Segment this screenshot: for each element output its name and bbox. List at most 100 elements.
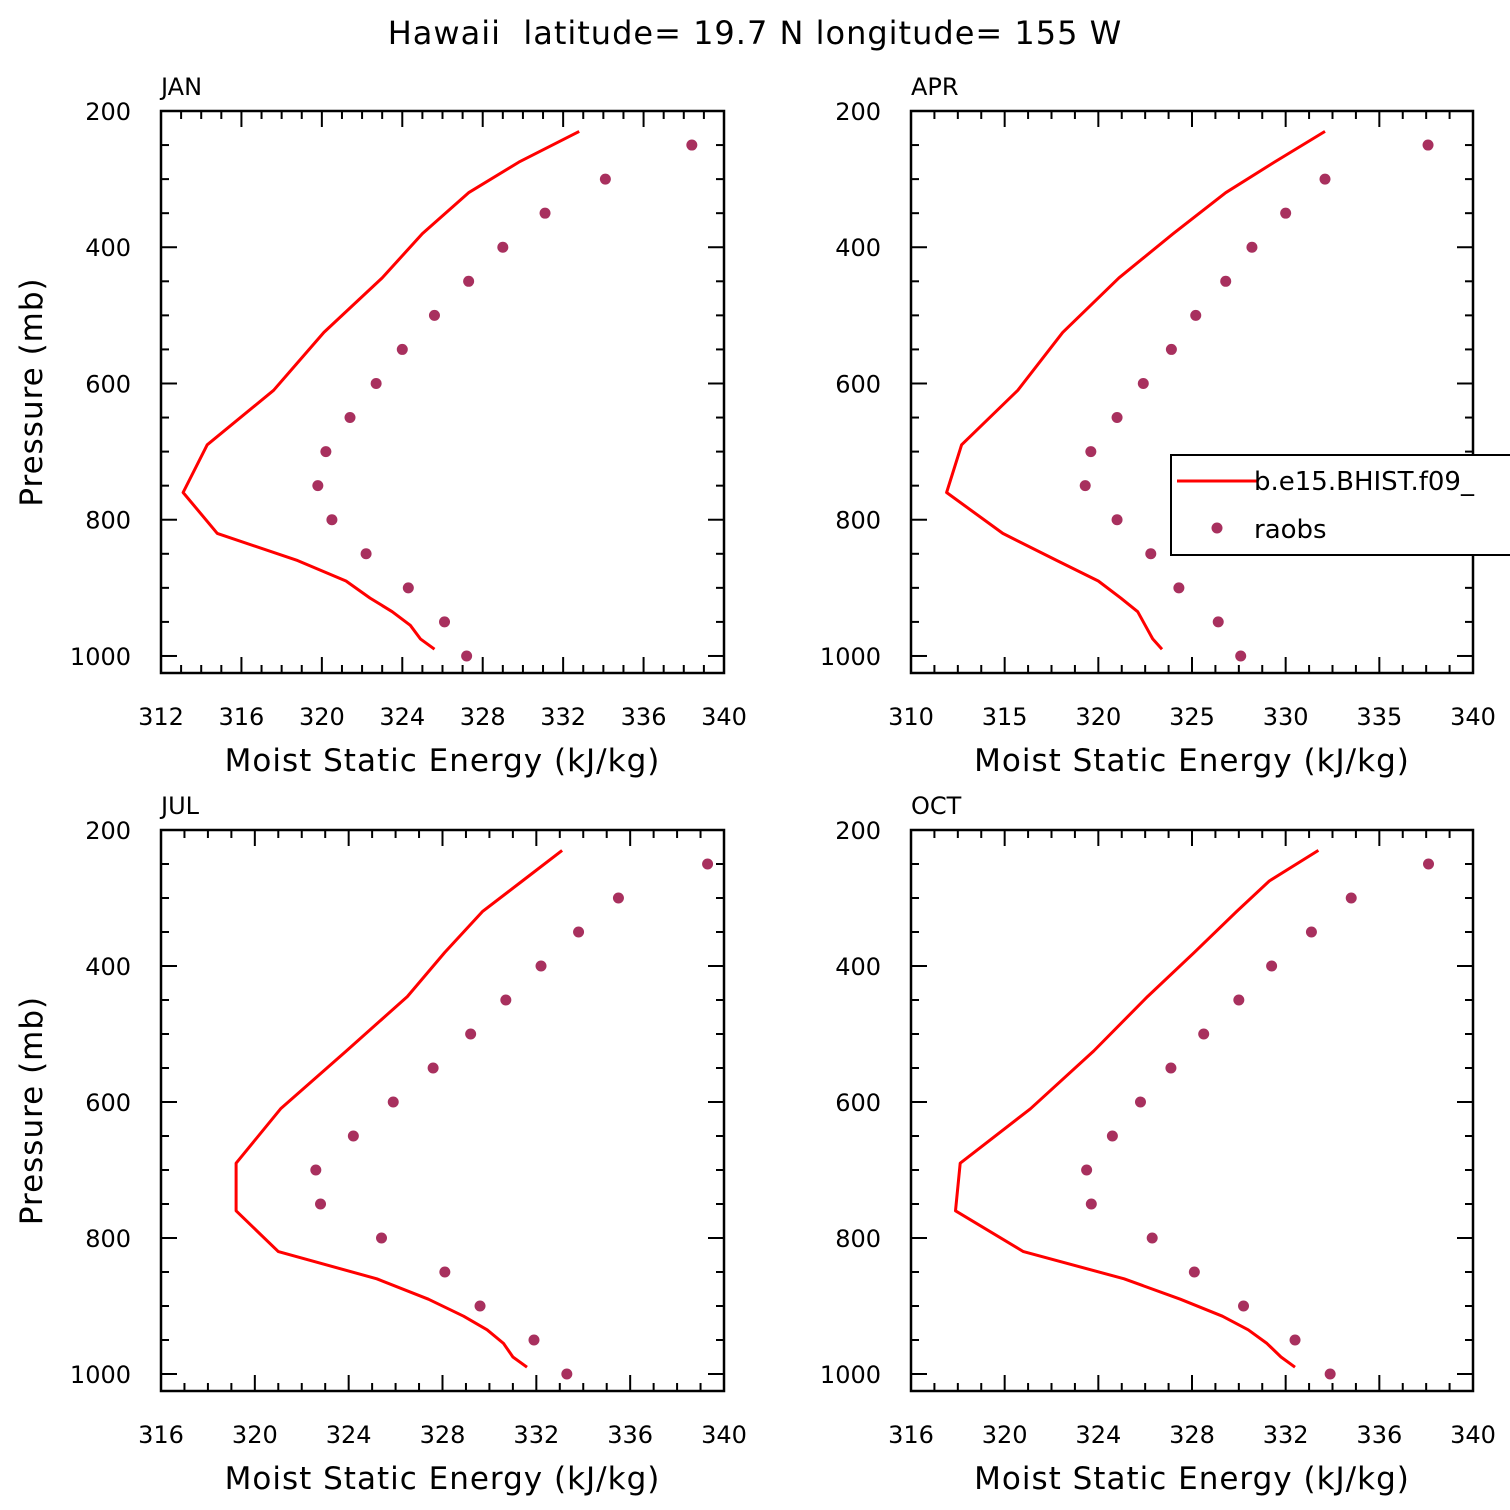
y-tick-label: 200: [85, 817, 131, 845]
raobs-point: [1079, 480, 1091, 492]
raobs-point: [1319, 173, 1331, 185]
raobs-point: [347, 1130, 359, 1142]
raobs-point: [326, 514, 338, 526]
raobs-point: [312, 480, 324, 492]
raobs-point: [1289, 1334, 1301, 1346]
y-tick-label: 400: [85, 953, 131, 981]
y-tick-label: 600: [835, 1089, 881, 1117]
x-tick-label: 324: [379, 703, 425, 731]
raobs-point: [344, 412, 356, 424]
x-tick-label: 330: [1263, 703, 1309, 731]
raobs-point: [702, 858, 714, 870]
raobs-point: [1085, 446, 1097, 458]
raobs-point: [474, 1300, 486, 1312]
model-series-line: [945, 130, 1326, 651]
figure-title: Hawaii latitude= 19.7 N longitude= 155 W: [388, 14, 1123, 52]
raobs-point: [402, 582, 414, 594]
x-tick-label: 310: [888, 703, 934, 731]
x-axis-label: Moist Static Energy (kJ/kg): [225, 1461, 661, 1497]
raobs-point: [1423, 858, 1435, 870]
y-axis-label: Pressure (mb): [14, 996, 50, 1225]
raobs-point: [465, 1028, 477, 1040]
legend-label-model: b.e15.BHIST.f09_: [1254, 467, 1475, 497]
x-axis-label: Moist Static Energy (kJ/kg): [974, 1461, 1410, 1497]
raobs-point: [360, 548, 372, 560]
raobs-point: [428, 309, 440, 321]
x-tick-label: 315: [982, 703, 1028, 731]
x-tick-label: 320: [982, 1421, 1028, 1449]
x-tick-label: 325: [1169, 703, 1215, 731]
raobs-point: [1165, 1062, 1177, 1074]
raobs-point: [396, 343, 408, 355]
raobs-point: [370, 377, 382, 389]
x-axis-label: Moist Static Energy (kJ/kg): [225, 743, 661, 779]
raobs-point: [497, 241, 509, 253]
x-tick-label: 332: [513, 1421, 559, 1449]
x-tick-label: 336: [1356, 1421, 1402, 1449]
raobs-point: [1233, 994, 1245, 1006]
raobs-point: [599, 173, 611, 185]
y-tick-label: 200: [835, 98, 881, 126]
raobs-point: [539, 207, 551, 219]
panel-title: JUL: [159, 792, 200, 820]
raobs-point: [1246, 241, 1258, 253]
model-series-line: [234, 849, 564, 1369]
y-tick-label: 1000: [820, 643, 881, 671]
raobs-point: [1235, 650, 1247, 662]
raobs-point: [1266, 960, 1278, 972]
raobs-point: [1111, 412, 1123, 424]
raobs-point: [1145, 548, 1157, 560]
y-tick-label: 800: [835, 1225, 881, 1253]
raobs-point: [686, 139, 698, 151]
raobs-point: [1085, 1198, 1097, 1210]
legend-dot-swatch: [1211, 522, 1223, 534]
y-tick-label: 1000: [70, 1361, 131, 1389]
x-tick-label: 316: [219, 703, 265, 731]
x-tick-label: 328: [420, 1421, 466, 1449]
raobs-point: [1422, 139, 1434, 151]
raobs-point: [1324, 1368, 1336, 1380]
model-series-line: [954, 849, 1320, 1369]
y-tick-label: 600: [85, 370, 131, 398]
x-tick-label: 316: [888, 1421, 934, 1449]
raobs-point: [573, 926, 585, 938]
x-tick-label: 328: [460, 703, 506, 731]
panel-oct: OCT 316 320 324 328 332 336 340 200 400 600 800 1000…: [820, 792, 1496, 1497]
y-tick-label: 1000: [820, 1361, 881, 1389]
x-tick-label: 335: [1356, 703, 1402, 731]
y-axis-label: Pressure (mb): [14, 277, 50, 506]
raobs-point: [1280, 207, 1292, 219]
panel-title: APR: [911, 73, 959, 101]
raobs-point: [1238, 1300, 1250, 1312]
panels: JAN 312 316 320 324 328 332 336 340 200 400 600 800 1…: [14, 73, 1510, 1497]
raobs-point: [387, 1096, 399, 1108]
y-tick-label: 600: [835, 370, 881, 398]
plot-frame: [159, 109, 726, 675]
x-tick-label: 332: [1263, 1421, 1309, 1449]
legend: b.e15.BHIST.f09_raobs: [1170, 454, 1510, 556]
panel-title: OCT: [911, 792, 962, 820]
y-tick-label: 800: [835, 507, 881, 535]
y-tick-label: 800: [85, 1225, 131, 1253]
raobs-point: [1106, 1130, 1118, 1142]
raobs-point: [1220, 275, 1232, 287]
raobs-point: [315, 1198, 327, 1210]
raobs-point: [1165, 343, 1177, 355]
raobs-point: [461, 650, 473, 662]
raobs-point: [320, 446, 332, 458]
y-tick-label: 400: [835, 234, 881, 262]
y-tick-label: 200: [85, 98, 131, 126]
raobs-point: [1134, 1096, 1146, 1108]
raobs-point: [1081, 1164, 1093, 1176]
x-tick-label: 324: [326, 1421, 372, 1449]
x-tick-label: 340: [701, 1421, 747, 1449]
raobs-point: [427, 1062, 439, 1074]
model-series-line: [181, 130, 580, 651]
raobs-point: [439, 616, 451, 628]
y-tick-label: 200: [835, 817, 881, 845]
x-tick-label: 340: [701, 703, 747, 731]
raobs-point: [463, 275, 475, 287]
x-tick-label: 312: [138, 703, 184, 731]
panel-jul: JUL 316 320 324 328 332 336 340 200 400 600 800 1000…: [14, 792, 747, 1497]
